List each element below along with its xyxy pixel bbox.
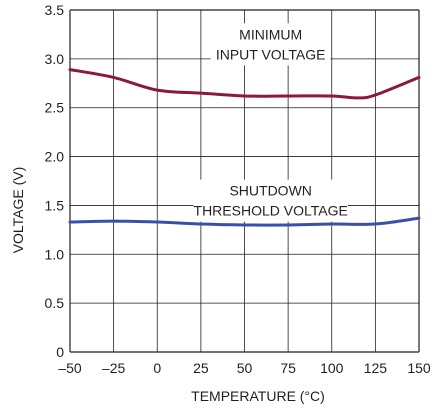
y-tick-label: 3.0 [45,51,65,67]
series-line-1 [68,68,421,100]
tick-layer: –50 –25 0 25 50 75 100 125 150 0 0.5 1.0 1.5 2.0 2.5 3.… [45,2,431,376]
series-line-2 [68,216,421,227]
x-tick-label: 150 [407,360,431,376]
y-tick-label: 3.5 [45,2,65,18]
annotation-label-1: MINIMUM [239,26,302,42]
series-layer [68,68,421,227]
annotation-backing [210,23,331,66]
annotation-label-1: INPUT VOLTAGE [216,46,326,62]
x-tick-label: 75 [280,360,296,376]
annotation-layer: MINIMUM INPUT VOLTAGE SHUTDOWN THRESHOLD VO… [193,23,348,222]
y-tick-label: 2.0 [45,149,65,165]
annotation-backing [193,179,348,222]
y-tick-label: 2.5 [45,100,65,116]
annotation-label-2: SHUTDOWN [229,183,311,199]
y-tick-label: 0 [56,344,64,360]
x-tick-label: –50 [58,360,82,376]
annotation-label-2: THRESHOLD VOLTAGE [194,203,348,219]
x-tick-label: 25 [193,360,209,376]
y-tick-label: 1.0 [45,246,65,262]
x-axis-label: TEMPERATURE (°C) [191,388,325,404]
x-tick-label: –25 [102,360,126,376]
y-axis-label: VOLTAGE (V) [10,167,26,254]
y-tick-label: 1.5 [45,197,65,213]
x-tick-label: 125 [364,360,388,376]
x-tick-label: 100 [320,360,344,376]
y-tick-label: 0.5 [45,295,65,311]
x-tick-label: 0 [153,360,161,376]
x-tick-label: 50 [237,360,253,376]
